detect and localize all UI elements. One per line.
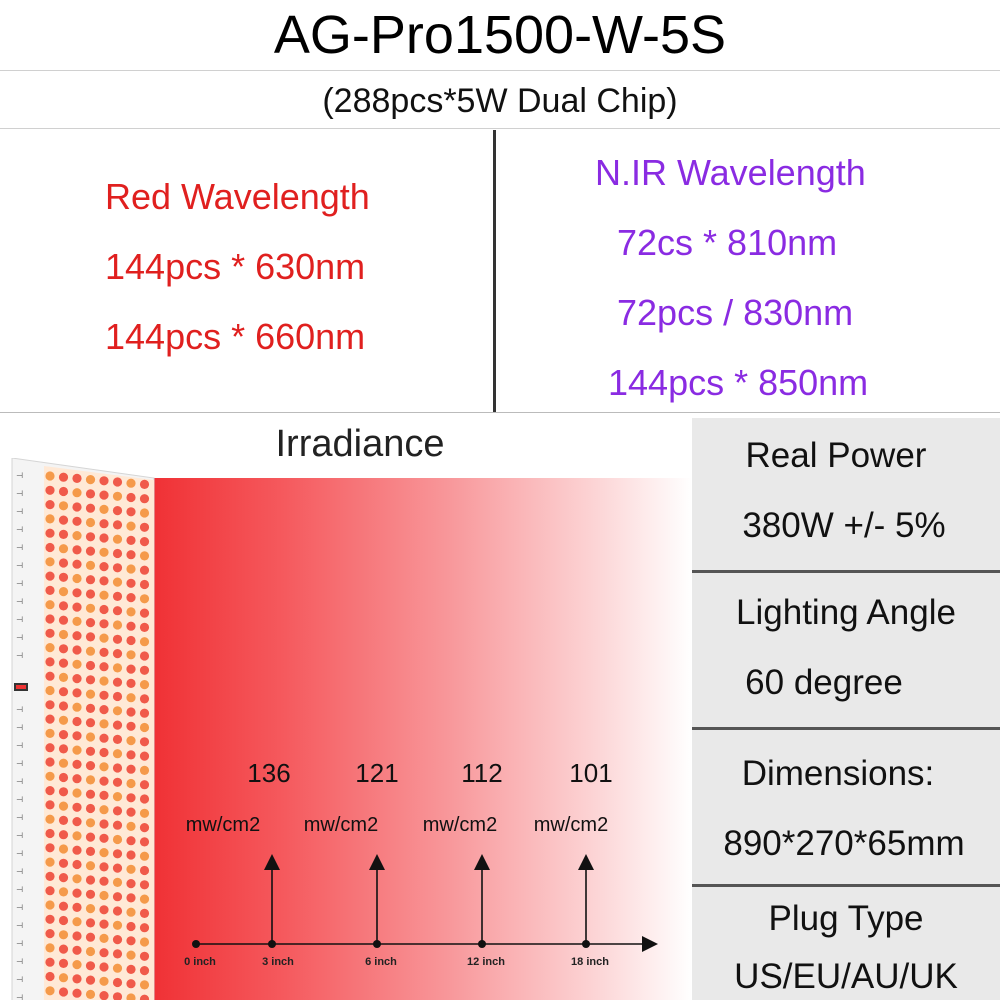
- svg-text:⊣: ⊣: [16, 741, 23, 750]
- svg-text:⊣: ⊣: [16, 993, 23, 1000]
- irradiance-title: Irradiance: [275, 423, 445, 465]
- svg-text:⊣: ⊣: [16, 507, 23, 516]
- svg-text:⊣: ⊣: [16, 633, 23, 642]
- spec-value: 380W +/- 5%: [742, 506, 946, 545]
- irradiance-value: 121: [355, 758, 399, 788]
- distance-label: 12 inch: [467, 956, 505, 968]
- spec-label: Lighting Angle: [736, 593, 956, 632]
- svg-text:⊣: ⊣: [16, 489, 23, 498]
- product-title: AG-Pro1500-W-5S: [273, 5, 727, 65]
- spec-label: Dimensions:: [741, 754, 935, 793]
- distance-label: 6 inch: [365, 956, 397, 968]
- svg-text:⊣: ⊣: [16, 759, 23, 768]
- svg-text:⊣: ⊣: [16, 597, 23, 606]
- spec-value: 890*270*65mm: [723, 824, 965, 863]
- spec-column: Real Power 380W +/- 5% Lighting Angle 60…: [692, 418, 1000, 1000]
- irradiance-value: 101: [569, 758, 613, 788]
- irradiance-unit: mw/cm2: [533, 814, 609, 836]
- irradiance-section: ⊣ ⊣ ⊣ ⊣ ⊣ ⊣ ⊣ ⊣ ⊣ ⊣ ⊣ ⊣ ⊣ ⊣ ⊣ ⊣ ⊣ ⊣ ⊣ ⊣ ⊣ ⊣ ⊣ ⊣ ⊣ ⊣ ⊣ ⊣ Irradiance …: [0, 418, 692, 1000]
- spec-box: Lighting Angle 60 degree: [692, 573, 1000, 730]
- divider: [0, 412, 1000, 413]
- svg-text:⊣: ⊣: [16, 561, 23, 570]
- red-wavelength-line: 144pcs * 630nm: [105, 246, 366, 287]
- divider: [0, 128, 1000, 129]
- svg-text:⊣: ⊣: [16, 579, 23, 588]
- led-array: [45, 471, 150, 1000]
- svg-text:⊣: ⊣: [16, 525, 23, 534]
- nir-wavelength-line: 144pcs * 850nm: [608, 362, 869, 403]
- irradiance-unit: mw/cm2: [303, 814, 379, 836]
- svg-text:⊣: ⊣: [16, 543, 23, 552]
- red-wavelength-line: 144pcs * 660nm: [105, 316, 366, 357]
- light-beam: [150, 478, 692, 1000]
- svg-text:⊣: ⊣: [16, 777, 23, 786]
- distance-label: 3 inch: [262, 956, 294, 968]
- svg-text:⊣: ⊣: [16, 867, 23, 876]
- svg-text:⊣: ⊣: [16, 615, 23, 624]
- svg-text:⊣: ⊣: [16, 813, 23, 822]
- spec-box: Plug Type US/EU/AU/UK: [692, 887, 1000, 1000]
- svg-text:⊣: ⊣: [16, 921, 23, 930]
- irradiance-unit: mw/cm2: [185, 814, 261, 836]
- svg-text:⊣: ⊣: [16, 705, 23, 714]
- divider: [0, 70, 1000, 71]
- distance-label: 18 inch: [571, 956, 609, 968]
- spec-value: 60 degree: [745, 663, 903, 702]
- svg-text:⊣: ⊣: [16, 723, 23, 732]
- svg-text:⊣: ⊣: [16, 957, 23, 966]
- svg-text:⊣: ⊣: [16, 903, 23, 912]
- distance-label: 0 inch: [184, 956, 216, 968]
- svg-text:⊣: ⊣: [16, 975, 23, 984]
- svg-text:⊣: ⊣: [16, 651, 23, 660]
- svg-text:⊣: ⊣: [16, 885, 23, 894]
- svg-text:⊣: ⊣: [16, 831, 23, 840]
- svg-text:⊣: ⊣: [16, 795, 23, 804]
- spec-label: Plug Type: [768, 899, 924, 938]
- nir-wavelength-line: 72pcs / 830nm: [617, 292, 854, 333]
- spec-value: US/EU/AU/UK: [734, 957, 958, 996]
- spec-box: Dimensions: 890*270*65mm: [692, 730, 1000, 887]
- spec-label: Real Power: [745, 436, 927, 475]
- irradiance-value: 136: [247, 758, 291, 788]
- spec-box: Real Power 380W +/- 5%: [692, 418, 1000, 573]
- red-wavelength-heading: Red Wavelength: [105, 176, 370, 217]
- nir-wavelength-heading: N.IR Wavelength: [595, 152, 866, 193]
- vertical-divider: [493, 130, 496, 412]
- led-panel-image: ⊣ ⊣ ⊣ ⊣ ⊣ ⊣ ⊣ ⊣ ⊣ ⊣ ⊣ ⊣ ⊣ ⊣ ⊣ ⊣ ⊣ ⊣ ⊣ ⊣ ⊣ ⊣ ⊣ ⊣ ⊣ ⊣ ⊣ ⊣: [11, 458, 155, 1000]
- irradiance-value: 112: [461, 758, 503, 788]
- irradiance-unit: mw/cm2: [422, 814, 498, 836]
- svg-text:⊣: ⊣: [16, 849, 23, 858]
- distance-axis: [192, 854, 658, 952]
- svg-text:⊣: ⊣: [16, 939, 23, 948]
- nir-wavelength-line: 72cs * 810nm: [617, 222, 838, 263]
- product-subtitle: (288pcs*5W Dual Chip): [322, 82, 678, 120]
- svg-text:⊣: ⊣: [16, 471, 23, 480]
